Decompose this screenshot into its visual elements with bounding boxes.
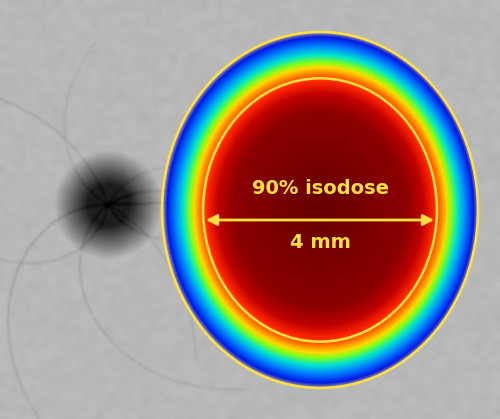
- Text: 90% isodose: 90% isodose: [252, 178, 388, 197]
- Text: 4 mm: 4 mm: [290, 233, 350, 251]
